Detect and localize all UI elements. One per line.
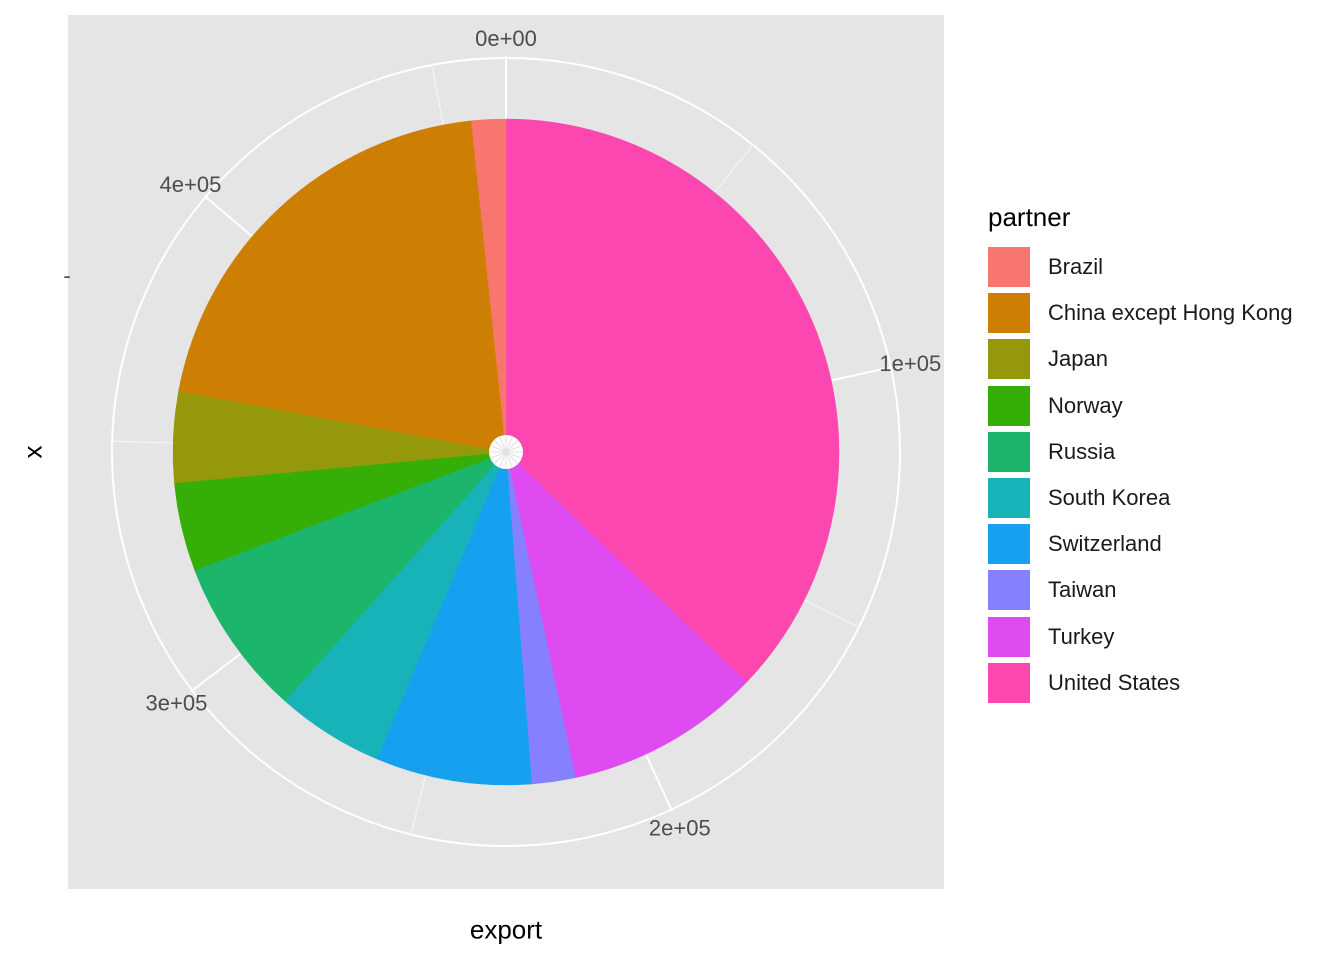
legend-title: partner <box>988 202 1071 232</box>
legend-items: Brazil China except Hong Kong Japan Norway R… <box>988 244 1293 706</box>
slice-china-except-hong-kong <box>178 120 507 453</box>
legend-label: Norway <box>1048 392 1123 418</box>
legend: partner Brazil China except Hong Kong Japa… <box>988 198 1293 706</box>
legend-key <box>988 524 1030 565</box>
legend-label: Brazil <box>1048 254 1104 280</box>
hole-spoke <box>505 451 519 465</box>
y-tick-label: - <box>63 263 70 288</box>
legend-item-switzerland: Switzerland <box>988 521 1293 567</box>
x-axis-title: export <box>469 914 543 945</box>
legend-item-turkey: Turkey <box>988 614 1293 660</box>
hole-spoke <box>493 439 507 453</box>
legend-key <box>988 339 1030 380</box>
legend-item-norway: Norway <box>988 383 1293 429</box>
hole-spoke <box>505 451 513 468</box>
legend-key <box>988 616 1030 657</box>
legend-label: China except Hong Kong <box>1048 300 1293 326</box>
angular-tick-label: 4e+05 <box>160 172 222 197</box>
angular-tick-label: 0e+00 <box>475 26 537 51</box>
hole-spoke <box>490 451 507 459</box>
hole-spoke <box>505 436 513 453</box>
hole-spoke <box>499 451 507 468</box>
hole-spoke <box>505 439 519 453</box>
legend-key <box>988 478 1030 519</box>
legend-item-russia: Russia <box>988 429 1293 475</box>
legend-item-south-korea: South Korea <box>988 475 1293 521</box>
slice-russia <box>194 451 507 702</box>
legend-key <box>988 570 1030 611</box>
legend-item-united-states: United States <box>988 660 1293 706</box>
legend-item-taiwan: Taiwan <box>988 567 1293 613</box>
angular-tick-labels: 0e+00 1e+05 2e+05 3e+05 4e+05 <box>146 26 942 841</box>
hole-spoke <box>499 436 507 453</box>
legend-label: South Korea <box>1048 485 1171 511</box>
slice-turkey <box>505 451 747 778</box>
slice-brazil <box>471 118 507 453</box>
angular-tick-label: 2e+05 <box>649 816 711 841</box>
angular-tick-label: 3e+05 <box>146 691 208 716</box>
hole-spoke <box>505 445 522 453</box>
legend-key <box>988 247 1030 288</box>
slice-layer <box>172 118 840 786</box>
y-axis-title: x <box>17 445 48 459</box>
legend-label: Russia <box>1048 438 1116 464</box>
legend-key <box>988 662 1030 703</box>
legend-label: United States <box>1048 669 1181 695</box>
legend-label: Switzerland <box>1048 531 1162 557</box>
legend-label: Turkey <box>1048 623 1115 649</box>
hole-spoke <box>505 451 522 459</box>
legend-item-japan: Japan <box>988 336 1293 382</box>
legend-key <box>988 385 1030 426</box>
legend-label: Japan <box>1048 346 1108 372</box>
legend-key <box>988 293 1030 334</box>
legend-item-brazil: Brazil <box>988 244 1293 290</box>
legend-label: Taiwan <box>1048 577 1117 603</box>
angular-tick-label: 1e+05 <box>879 351 941 376</box>
legend-key <box>988 431 1030 472</box>
hole-spoke <box>490 445 507 453</box>
slice-united-states <box>505 118 840 683</box>
hole-spoke <box>493 451 507 465</box>
legend-item-china-except-hong-kong: China except Hong Kong <box>988 290 1293 336</box>
slice-switzerland <box>376 451 532 786</box>
